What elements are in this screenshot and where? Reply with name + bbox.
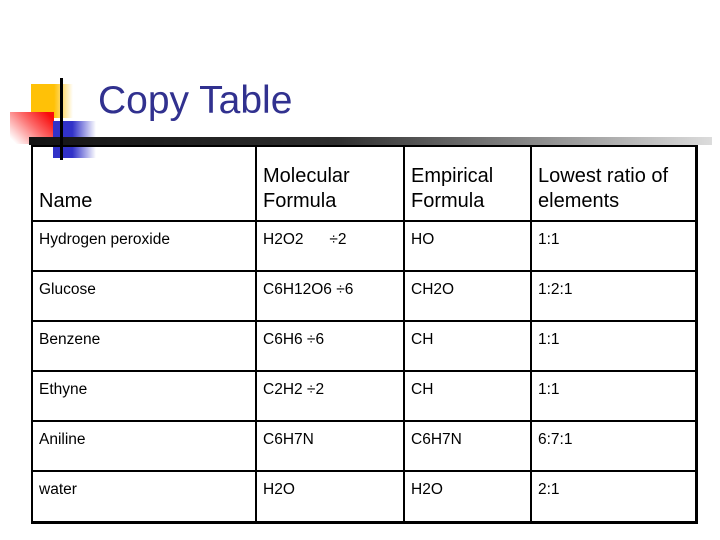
cell-lowest-ratio: 1:1 [530,370,698,422]
column-header-empirical-formula: Empirical Formula [403,145,532,222]
table-row: water H2O H2O 2:1 [31,470,698,524]
cell-lowest-ratio: 1:1 [530,320,698,372]
cell-empirical-formula: C6H7N [403,420,532,472]
chemistry-table: Name Molecular Formula Empirical Formula… [31,145,698,524]
cell-molecular-formula: H2O [255,470,405,524]
column-header-lowest-ratio: Lowest ratio of elements [530,145,698,222]
deco-vertical-line [60,78,63,160]
cell-molecular-formula: C6H6 ÷6 [255,320,405,372]
cell-empirical-formula: HO [403,220,532,272]
column-header-molecular-formula: Molecular Formula [255,145,405,222]
deco-shadow-bar [29,137,712,145]
cell-lowest-ratio: 2:1 [530,470,698,524]
cell-molecular-formula: C2H2 ÷2 [255,370,405,422]
cell-name: Aniline [31,420,257,472]
column-header-name: Name [31,145,257,222]
cell-lowest-ratio: 6:7:1 [530,420,698,472]
cell-molecular-formula: C6H12O6 ÷6 [255,270,405,322]
cell-molecular-formula: C6H7N [255,420,405,472]
cell-empirical-formula: H2O [403,470,532,524]
cell-name: water [31,470,257,524]
cell-name: Ethyne [31,370,257,422]
cell-molecular-formula: H2O2 ÷2 [255,220,405,272]
table-row: Benzene C6H6 ÷6 CH 1:1 [31,320,698,372]
cell-lowest-ratio: 1:2:1 [530,270,698,322]
cell-lowest-ratio: 1:1 [530,220,698,272]
table-row: Aniline C6H7N C6H7N 6:7:1 [31,420,698,472]
cell-name: Hydrogen peroxide [31,220,257,272]
table-row: Glucose C6H12O6 ÷6 CH2O 1:2:1 [31,270,698,322]
cell-empirical-formula: CH [403,370,532,422]
slide-title: Copy Table [98,79,293,122]
cell-name: Benzene [31,320,257,372]
cell-name: Glucose [31,270,257,322]
cell-empirical-formula: CH [403,320,532,372]
table-row: Hydrogen peroxide H2O2 ÷2 HO 1:1 [31,220,698,272]
cell-empirical-formula: CH2O [403,270,532,322]
table-row: Ethyne C2H2 ÷2 CH 1:1 [31,370,698,422]
table-header-row: Name Molecular Formula Empirical Formula… [31,145,698,222]
